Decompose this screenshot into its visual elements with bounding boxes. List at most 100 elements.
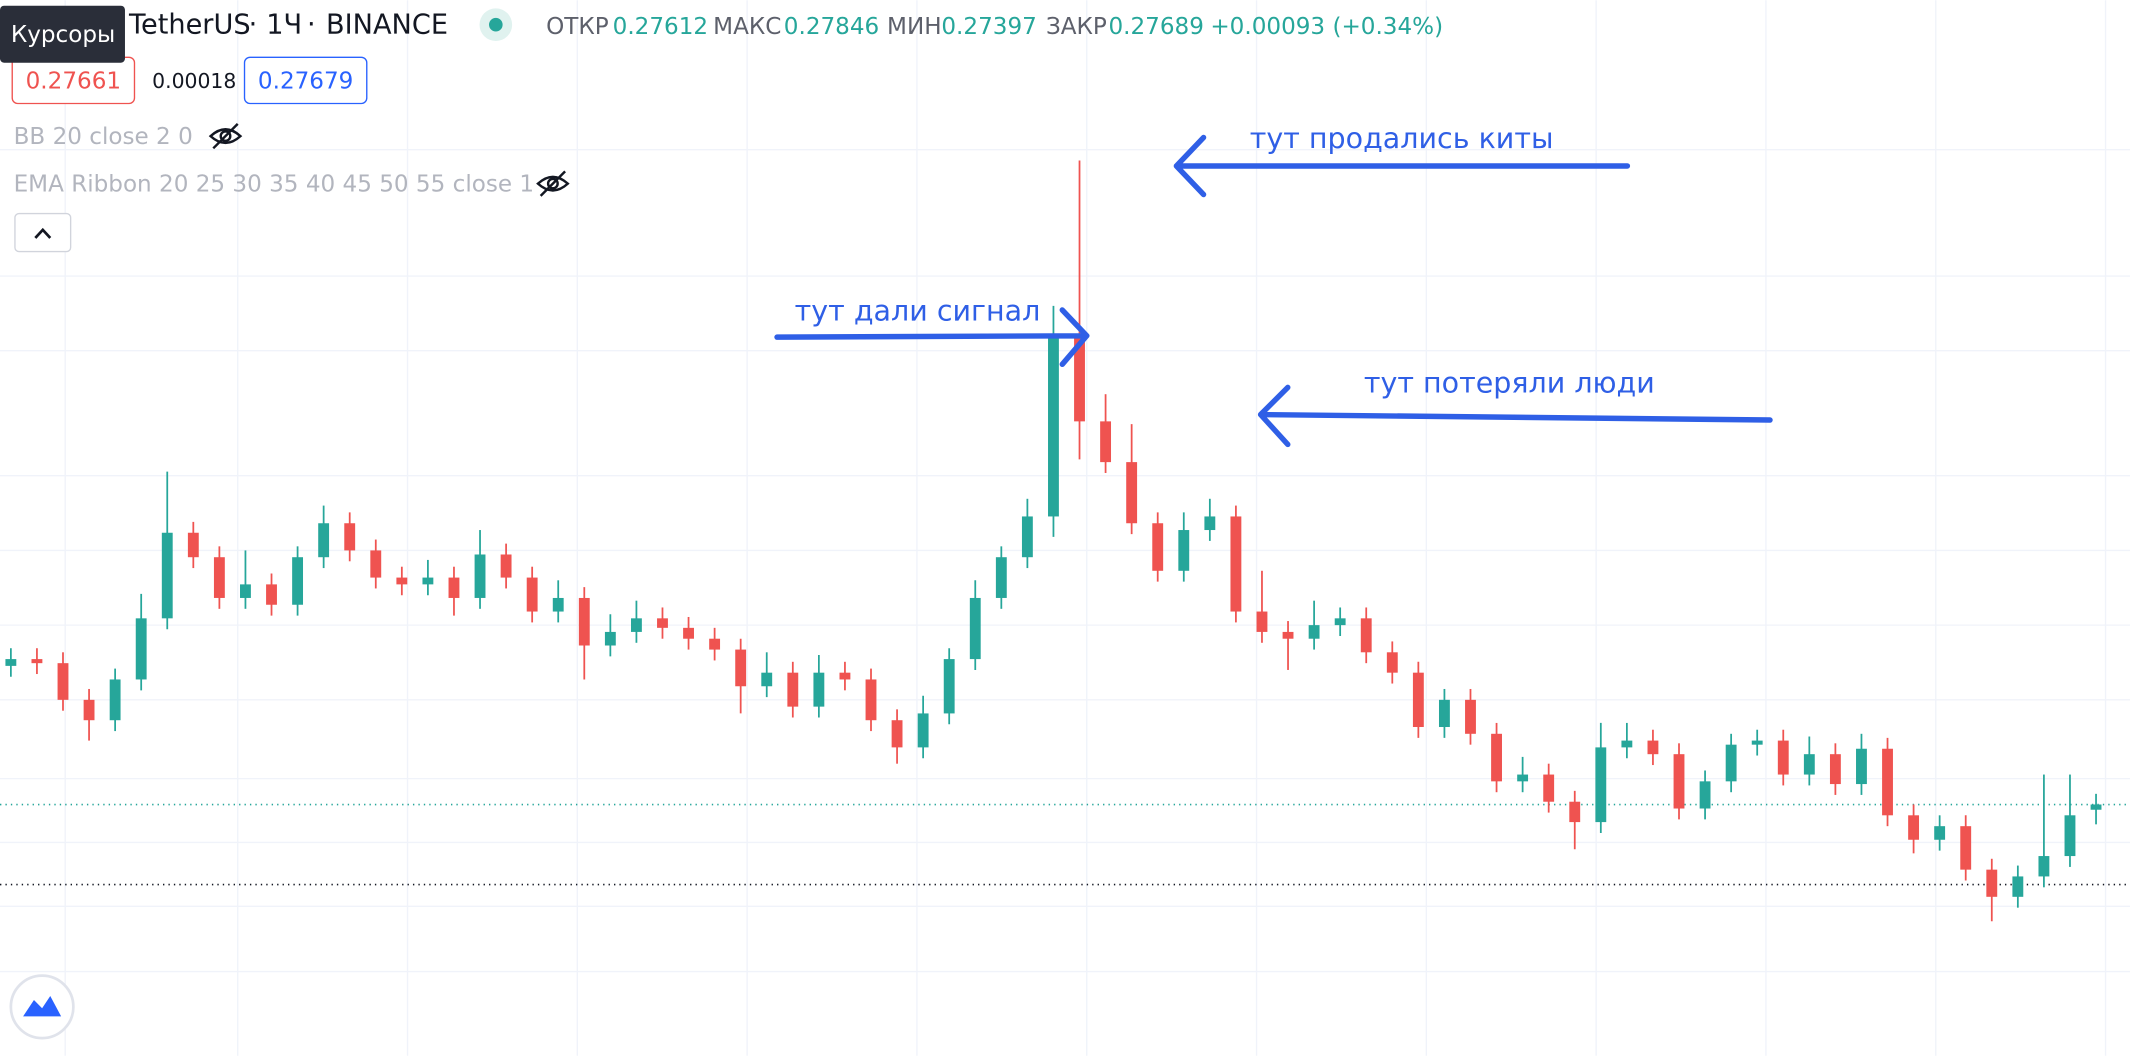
candle-body <box>1334 618 1346 626</box>
candle-body <box>1908 815 1920 840</box>
candle-body <box>2090 804 2102 810</box>
logo-mark <box>23 995 62 1017</box>
candle-body <box>1699 781 1711 809</box>
candle-body <box>839 672 851 680</box>
interval: 1Ч <box>266 10 302 41</box>
annotation: тут дали сигнал <box>795 295 1041 328</box>
candle-body <box>943 659 955 714</box>
candle-body <box>1386 652 1398 673</box>
hide-icon[interactable] <box>536 170 570 197</box>
indicator[interactable]: BB 20 close 2 0 <box>14 124 193 150</box>
candle-body <box>2012 876 2024 897</box>
candle-body <box>735 649 747 687</box>
change: +0.00093 (+0.34%) <box>1210 14 1443 40</box>
candle-body <box>1882 748 1893 816</box>
candle-body <box>370 550 382 578</box>
candle-body <box>1673 754 1685 809</box>
tooltip-text: Курсоры <box>11 22 115 48</box>
candle-body <box>1621 740 1633 748</box>
candle-body <box>1777 740 1789 775</box>
annotation: тут потеряли люди <box>1364 367 1655 400</box>
candle-body <box>630 618 642 632</box>
arrow <box>1257 384 1773 448</box>
buy-button[interactable] <box>243 56 368 105</box>
candle-body <box>1256 611 1268 632</box>
candle-body <box>1803 754 1815 775</box>
candle-body <box>161 532 173 619</box>
candle-body <box>1856 748 1867 785</box>
candle-body <box>57 663 69 700</box>
candle-body <box>1647 740 1659 755</box>
candle-body <box>1543 774 1555 802</box>
candle-body <box>31 659 43 664</box>
candle-body <box>266 584 277 605</box>
candle-body <box>995 557 1007 598</box>
candle-body <box>344 523 356 551</box>
candle-body <box>813 672 825 707</box>
candle-body <box>1986 869 1998 897</box>
annotation: тут продались киты <box>1250 122 1554 155</box>
candle-body <box>1960 826 1972 870</box>
hide-icon[interactable] <box>208 123 243 150</box>
candles <box>5 160 2102 922</box>
candle-body <box>1230 516 1242 612</box>
candle-body <box>1595 747 1607 823</box>
candle-body <box>657 618 668 628</box>
ask[interactable]: 0.27679 <box>258 68 353 94</box>
candle-body <box>683 627 694 639</box>
candle-body <box>1491 733 1502 782</box>
candle-body <box>109 679 121 721</box>
candle-body <box>604 631 616 646</box>
candle-body <box>5 659 17 666</box>
candle-body <box>135 618 147 680</box>
arrow <box>774 307 1090 368</box>
candle-body <box>500 554 512 578</box>
candle-body <box>448 577 460 598</box>
candle-body <box>917 713 929 748</box>
candle-body <box>187 532 199 558</box>
open-value: 0.27612 <box>613 14 708 40</box>
candle-body <box>1517 774 1529 782</box>
logo[interactable] <box>9 974 75 1040</box>
candle-body <box>318 523 330 558</box>
candle-body <box>1021 516 1033 558</box>
candle-body <box>1465 699 1476 734</box>
candle-body <box>1126 462 1138 524</box>
candle-body <box>865 679 877 721</box>
candle-body <box>526 577 538 612</box>
close-value: 0.27689 <box>1108 14 1203 40</box>
candle-body <box>1751 740 1763 745</box>
candle-body <box>1829 754 1841 785</box>
spread: 0.00018 <box>152 69 236 93</box>
candle-body <box>1074 337 1085 422</box>
bid[interactable]: 0.27661 <box>26 68 121 94</box>
arrow <box>1173 134 1631 198</box>
candle-body <box>1569 801 1581 823</box>
candle-body <box>761 672 773 687</box>
candle-body <box>787 672 799 707</box>
high-value: 0.27846 <box>784 14 879 40</box>
low-value: 0.27397 <box>941 14 1036 40</box>
candle-body <box>1308 625 1320 639</box>
candle-body <box>474 554 486 598</box>
candle-body <box>1934 826 1946 840</box>
candle-body <box>1204 516 1216 531</box>
candle-body <box>2064 815 2076 857</box>
collapse-button[interactable] <box>14 212 72 253</box>
close-label: ЗАКР <box>1046 14 1107 40</box>
candle-body <box>422 577 434 585</box>
candle-body <box>1725 744 1737 782</box>
candle-body <box>578 597 590 646</box>
exchange: BINANCE <box>326 10 448 41</box>
candle-body <box>396 577 408 585</box>
candle-body <box>1048 337 1059 517</box>
candle-body <box>1360 618 1372 653</box>
indicator[interactable]: EMA Ribbon 20 25 30 35 40 45 50 55 close… <box>14 171 535 197</box>
high-label: МАКС <box>713 14 781 40</box>
candle-body <box>1100 421 1112 463</box>
symbol: TetherUS <box>128 10 251 41</box>
candle-body <box>240 584 251 598</box>
candle-body <box>1152 523 1164 571</box>
